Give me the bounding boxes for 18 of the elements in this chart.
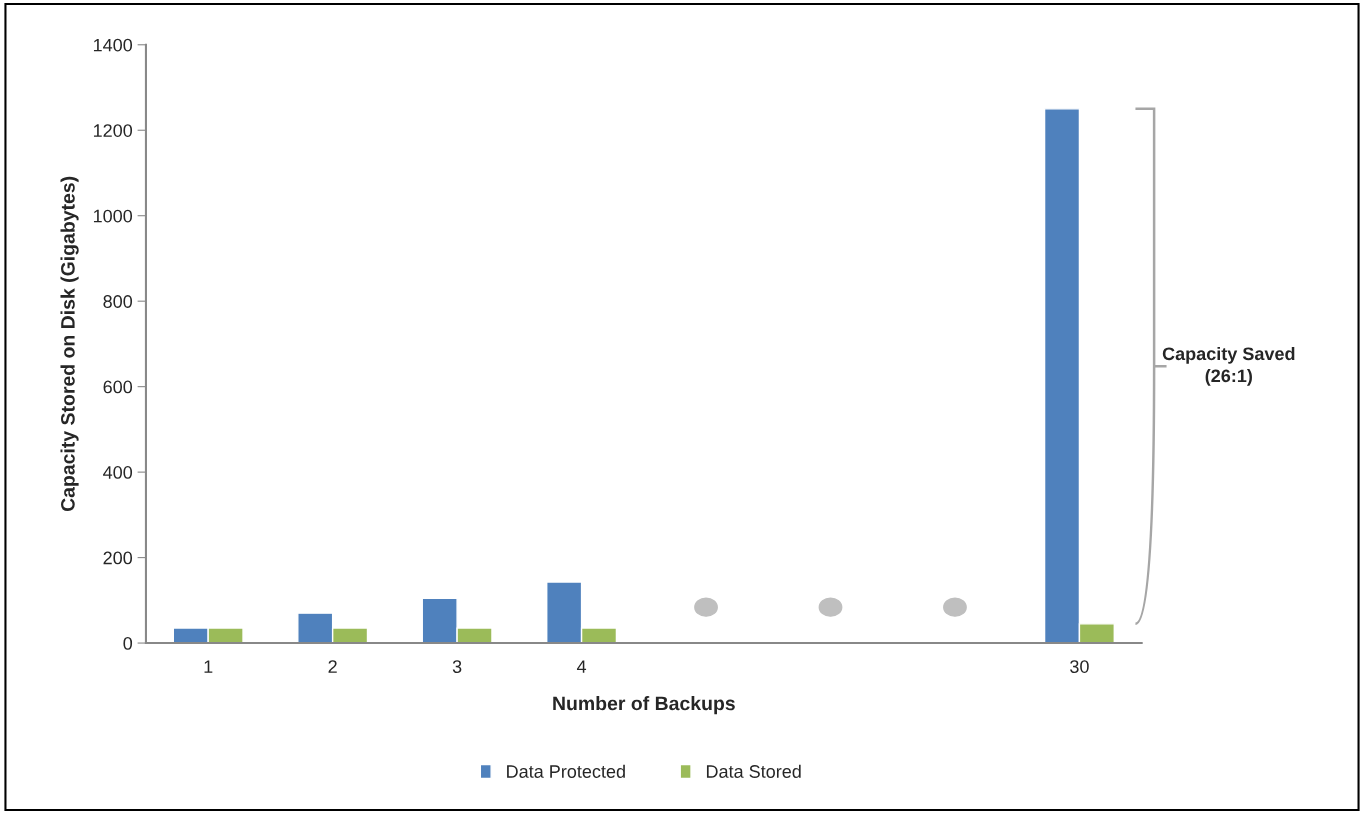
x-tick-label: 3: [452, 660, 462, 673]
y-tick-label: 1000: [93, 209, 133, 223]
y-tick-label: 1400: [93, 38, 133, 52]
x-tick-label: 2: [328, 660, 337, 673]
y-axis-title: Capacity Stored on Disk (Gigabytes): [60, 176, 79, 512]
y-tick-label: 0: [123, 636, 133, 650]
x-axis-title: Number of Backups: [553, 696, 735, 715]
y-tick-label: 800: [103, 295, 133, 308]
y-tick-label: 400: [103, 466, 133, 479]
y-tick-label: 200: [103, 551, 133, 565]
legend-label: Data Stored: [706, 764, 801, 778]
legend-label: Data Protected: [507, 764, 625, 778]
y-tick-label: 1200: [93, 124, 133, 137]
text: Capacity Saved (26:1): [1162, 346, 1295, 386]
x-tick-label: 1: [204, 660, 213, 673]
x-tick-label: 4: [576, 660, 587, 673]
y-tick-label: 600: [103, 380, 133, 394]
x-tick-label: 30: [1070, 660, 1089, 673]
